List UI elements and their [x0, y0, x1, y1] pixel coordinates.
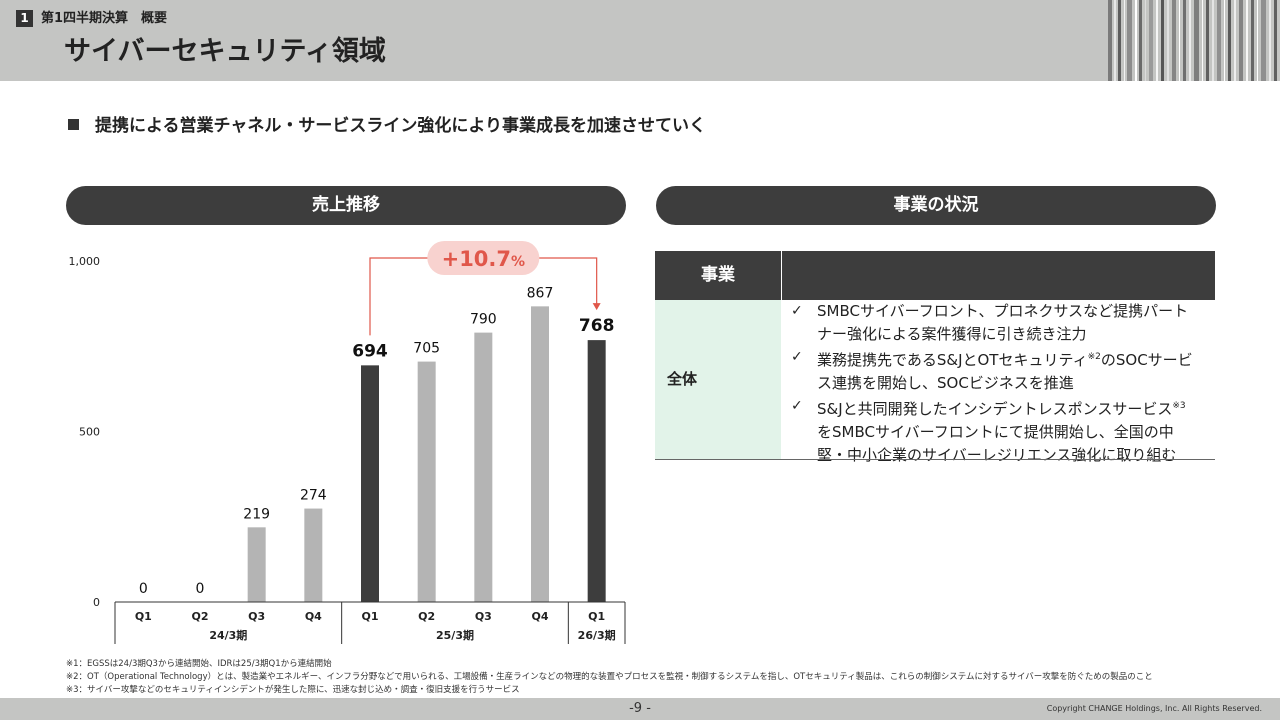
page-number: -9 -: [629, 701, 651, 716]
x-tick-label: Q1: [588, 610, 605, 623]
growth-rate-unit: %: [511, 254, 525, 270]
x-tick-label: Q2: [418, 610, 435, 623]
check-icon: ✓: [791, 303, 803, 319]
page-title: サイバーセキュリティ領域: [64, 36, 386, 67]
bar: [587, 340, 606, 602]
footnote-1: ※1：EGSSは24/3期Q3から連結開始、IDRは25/3期Q1から連結開始: [66, 659, 332, 669]
header-band: 1 第1四半期決算 概要 サイバーセキュリティ領域: [0, 0, 1280, 81]
bar: [304, 508, 323, 602]
x-tick-label: Q3: [248, 610, 265, 623]
business-status-table: 事業 全体 ✓ SMBCサイバーフロント、プロネクサスなど提携パートナー強化による…: [655, 251, 1215, 464]
data-label: 0: [196, 581, 205, 597]
period-label: 26/3期: [578, 628, 616, 642]
x-tick-label: Q4: [305, 610, 322, 623]
bar: [474, 332, 493, 602]
bar: [361, 365, 379, 602]
section-number-badge: 1: [16, 10, 33, 27]
list-item: ✓ SMBCサイバーフロント、プロネクサスなど提携パートナー強化による案件獲得に引…: [781, 300, 1215, 346]
data-label: 274: [300, 488, 327, 504]
lead-text: 提携による営業チャネル・サービスライン強化により事業成長を加速させていく: [95, 116, 706, 136]
list-item-text-cont: をSMBCサイバーフロントにて提供開始し、全国の中堅・中小企業のサイバーレジリエ…: [817, 423, 1177, 464]
bar: [417, 361, 436, 602]
bar: [247, 527, 266, 602]
table-header-divider: [781, 251, 782, 300]
list-item-text: 業務提携先であるS&JとOTセキュリティ: [817, 351, 1088, 369]
x-tick-label: Q1: [361, 610, 378, 623]
data-label: 867: [527, 285, 554, 301]
footnote-3: ※3：サイバー攻撃などのセキュリティインシデントが発生した際に、迅速な封じ込め・…: [66, 685, 520, 695]
data-label: 768: [579, 316, 615, 336]
period-label: 25/3期: [436, 628, 474, 642]
footnote-2: ※2：OT（Operational Technology）とは、製造業やエネルギ…: [66, 672, 1153, 682]
footer-band: -9 - Copyright CHANGE Holdings, Inc. All…: [0, 698, 1280, 720]
table-header-business: 事業: [701, 265, 735, 285]
list-item-text: S&Jと共同開発したインシデントレスポンスサービス: [817, 400, 1173, 418]
sales-bar-chart: 0 500 1,000 0 0 219 274 694 705 790 867 768 Q1 Q2 Q3 Q4…: [69, 241, 626, 644]
lead-statement: 提携による営業チャネル・サービスライン強化により事業成長を加速させていく: [68, 114, 706, 138]
period-label: 24/3期: [209, 628, 247, 642]
table-row-label: 全体: [655, 300, 781, 459]
footnote-marker: ※2: [1087, 352, 1101, 362]
table-row-content: ✓ SMBCサイバーフロント、プロネクサスなど提携パートナー強化による案件獲得に引…: [781, 300, 1215, 464]
decorative-stripes: [1108, 0, 1277, 81]
check-icon: ✓: [791, 398, 803, 414]
table-header-row: 事業: [655, 251, 1215, 300]
check-icon: ✓: [791, 349, 803, 365]
data-label: 705: [413, 341, 440, 357]
growth-badge: [427, 241, 540, 275]
list-item: ✓ S&Jと共同開発したインシデントレスポンスサービス※3 をSMBCサイバーフロン…: [781, 395, 1215, 467]
x-tick-label: Q3: [475, 610, 492, 623]
arrow-down-icon: [592, 303, 601, 311]
x-tick-label: Q4: [531, 610, 548, 623]
list-item-text-cont: のSOCサービス連携を開始し、SOCビジネスを推進: [817, 351, 1193, 392]
sales-trend-heading: 売上推移: [66, 186, 626, 225]
list-item: ✓ 業務提携先であるS&JとOTセキュリティ※2のSOCサービス連携を開始し、SO…: [781, 346, 1215, 395]
x-tick-label: Q2: [191, 610, 208, 623]
business-status-heading: 事業の状況: [656, 186, 1216, 225]
x-tick-label: Q1: [135, 610, 152, 623]
data-label: 790: [470, 312, 497, 328]
y-tick-label: 0: [93, 596, 100, 609]
square-bullet-icon: [68, 119, 79, 130]
section-label: 第1四半期決算 概要: [41, 11, 168, 26]
copyright: Copyright CHANGE Holdings, Inc. All Righ…: [1046, 704, 1262, 713]
bar: [531, 306, 549, 602]
footnote-marker: ※3: [1172, 401, 1186, 411]
data-label: 694: [352, 341, 388, 361]
y-tick-label: 1,000: [69, 255, 101, 268]
data-label: 219: [243, 506, 270, 522]
list-item-text: SMBCサイバーフロント、プロネクサスなど提携パートナー強化による案件獲得に引き…: [817, 302, 1189, 343]
y-tick-label: 500: [79, 426, 100, 439]
data-label: 0: [139, 581, 148, 597]
table-bottom-rule: [655, 459, 1215, 460]
footnotes: ※1：EGSSは24/3期Q3から連結開始、IDRは25/3期Q1から連結開始 …: [66, 658, 1153, 697]
